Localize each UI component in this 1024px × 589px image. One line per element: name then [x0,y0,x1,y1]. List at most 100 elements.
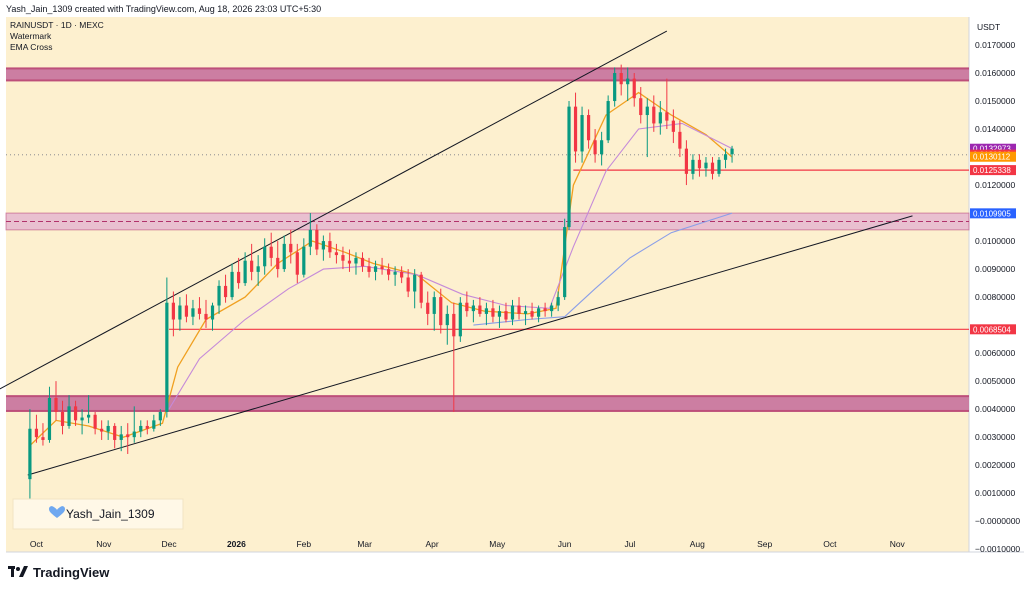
candle-7 [73,406,78,421]
candle-25 [191,308,195,317]
candle-44 [315,229,319,250]
y-tick-label: 0.0090000 [975,264,1015,274]
x-tick-label: May [489,539,506,549]
candle-74 [510,305,515,320]
y-tick-label: 0.0050000 [975,376,1015,386]
candle-60 [419,274,423,303]
y-tick-label: 0.0060000 [975,348,1015,358]
candle-98 [665,112,669,121]
candle-34 [250,260,254,272]
candle-61 [426,302,430,314]
y-tick-label: 0.0170000 [975,40,1015,50]
candle-73 [504,311,508,320]
zone-inner-0 [6,69,969,80]
y-tick-label: 0.0140000 [975,124,1015,134]
candle-46 [328,241,332,253]
candle-16 [132,431,136,438]
candle-53 [373,266,378,272]
candle-40 [289,243,293,253]
candle-48 [341,255,345,261]
candle-106 [717,159,721,174]
candle-17 [139,425,143,432]
candle-99 [671,120,675,132]
price-label-4: 0.0109905 [973,209,1011,218]
candle-3 [47,397,52,440]
heart-icon [49,506,65,518]
x-tick-label: Sep [757,539,772,549]
candle-13 [113,425,117,440]
candle-4 [54,397,58,412]
candle-69 [478,305,482,314]
candle-23 [178,305,182,320]
candle-18 [145,425,149,429]
candle-26 [197,308,202,314]
ema-fast-line [29,91,733,447]
candle-71 [491,308,495,317]
watermark-box [12,498,184,530]
ema-slow-line [168,122,733,410]
candle-62 [432,297,436,314]
candle-9 [87,414,91,418]
candle-57 [400,271,404,278]
candlestick-chart[interactable]: 0.0170000 0.0160000 0.0150000 0.0140000 0.01… [0,0,1024,560]
candle-32 [236,271,241,284]
candle-27 [204,313,208,320]
candle-52 [367,266,371,272]
x-tick-label: Apr [425,539,438,549]
price-label-box-3 [970,165,1016,176]
candle-85 [580,115,584,152]
chart-info-symbol: RAINUSDT · 1D · MEXC [10,20,104,30]
candle-86 [586,115,591,141]
chart-info-watermark[interactable]: Watermark [10,31,52,41]
candle-104 [704,162,708,169]
candle-105 [710,162,715,174]
candle-90 [613,73,617,102]
candle-19 [152,420,156,429]
candle-87 [593,140,597,155]
candle-64 [445,313,449,326]
zone-inner-2 [6,397,969,410]
candle-39 [282,243,286,270]
candle-100 [678,131,682,149]
candle-67 [465,302,469,312]
candle-50 [354,257,358,264]
candle-94 [639,98,643,116]
candle-36 [263,246,267,267]
y-tick-label: 0.0080000 [975,292,1015,302]
trendline-0 [0,30,668,390]
candle-66 [458,302,462,337]
candle-24 [184,305,189,317]
candle-58 [406,277,410,292]
candle-15 [126,434,130,438]
candle-63 [439,297,443,326]
candle-103 [697,159,702,169]
candle-108 [730,148,734,155]
candle-31 [230,271,234,298]
y-tick-label: 0.0150000 [975,96,1015,106]
candle-78 [536,308,541,317]
candle-107 [723,154,728,160]
candle-80 [550,305,554,312]
candle-0 [28,428,32,480]
candle-70 [484,308,489,314]
candle-76 [523,311,528,314]
footer-brand[interactable]: TradingView [8,563,109,581]
candle-81 [556,297,560,306]
candle-14 [119,434,123,440]
candle-97 [658,112,662,124]
candle-8 [80,417,84,421]
candle-68 [471,305,475,312]
x-tick-label: Dec [161,539,177,549]
y-tick-label: 0.0120000 [975,180,1015,190]
candle-47 [334,252,339,256]
candle-20 [158,411,162,421]
candle-30 [223,285,228,298]
candle-83 [567,106,571,228]
watermark-text: Yash_Jain_1309 [66,507,155,521]
candle-41 [295,252,299,275]
chart-background [6,17,969,552]
candle-72 [497,311,502,317]
candle-75 [517,305,521,314]
price-label-5: 0.0068504 [973,325,1011,334]
chart-info-ema-cross[interactable]: EMA Cross [10,42,53,52]
